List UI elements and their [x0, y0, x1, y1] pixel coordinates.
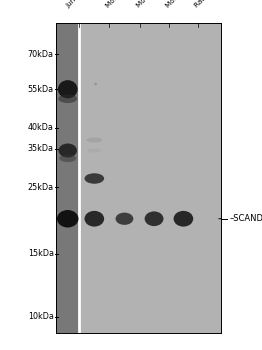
- Text: 55kDa: 55kDa: [28, 85, 54, 94]
- Ellipse shape: [87, 148, 101, 153]
- Text: –SCAND1: –SCAND1: [229, 214, 262, 223]
- Ellipse shape: [58, 94, 77, 103]
- Text: 10kDa: 10kDa: [28, 312, 54, 321]
- Text: Jurkat: Jurkat: [65, 0, 84, 9]
- Text: Mouse kidney: Mouse kidney: [105, 0, 144, 9]
- Text: Mouse testis: Mouse testis: [136, 0, 172, 9]
- Ellipse shape: [59, 154, 76, 162]
- Ellipse shape: [59, 144, 77, 158]
- Ellipse shape: [173, 211, 193, 227]
- Text: 70kDa: 70kDa: [28, 50, 54, 59]
- Ellipse shape: [145, 211, 163, 226]
- Text: 40kDa: 40kDa: [28, 123, 54, 132]
- Ellipse shape: [57, 210, 79, 228]
- Bar: [79, 23, 221, 333]
- Text: Rat testis: Rat testis: [194, 0, 222, 9]
- Ellipse shape: [94, 83, 97, 85]
- Bar: [56, 23, 79, 333]
- Ellipse shape: [86, 138, 102, 142]
- Text: Mouse thymus: Mouse thymus: [165, 0, 206, 9]
- Text: 15kDa: 15kDa: [28, 249, 54, 258]
- Text: 25kDa: 25kDa: [28, 183, 54, 192]
- Ellipse shape: [84, 173, 104, 184]
- Text: 35kDa: 35kDa: [28, 144, 54, 153]
- Ellipse shape: [58, 80, 78, 98]
- Ellipse shape: [84, 211, 104, 227]
- Ellipse shape: [116, 212, 133, 225]
